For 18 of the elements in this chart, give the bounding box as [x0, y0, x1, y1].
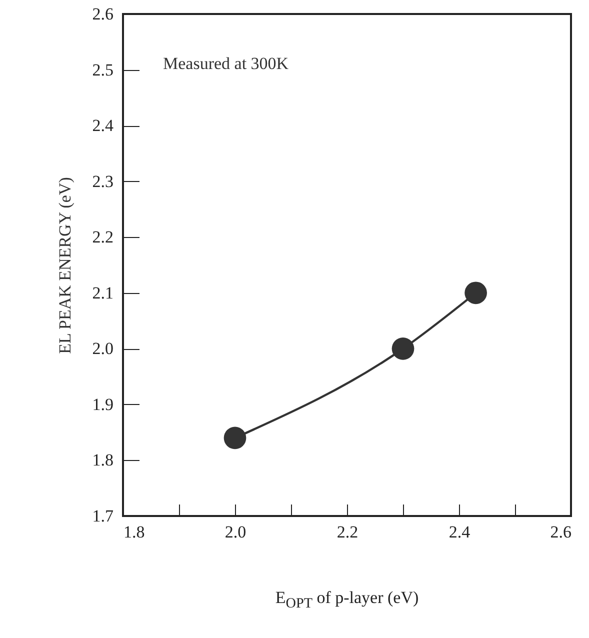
y-tick-label: 2.4	[92, 116, 114, 136]
x-tick-label: 2.4	[448, 522, 471, 542]
x-tick-label: 1.8	[124, 522, 145, 542]
y-tick-label: 2.2	[92, 228, 114, 247]
x-tick-label: 2.6	[550, 522, 572, 542]
annotation: Measured at 300K	[163, 54, 290, 73]
x-axis-title: E$_{OPT}$ of p-layer (eV)	[274, 588, 420, 612]
y-tick-label: 1.7	[92, 506, 114, 526]
x-tick-label: 2.2	[336, 522, 358, 542]
y-tick-label: 2.0	[92, 339, 114, 358]
y-tick-label: 2.5	[92, 60, 114, 80]
y-tick-label: 2.3	[92, 172, 114, 191]
x-tick-label: 2.0	[224, 522, 246, 542]
y-tick-label: 1.8	[92, 450, 114, 470]
y-tick-label: 2.1	[92, 283, 114, 302]
y-tick-label: 2.6	[92, 4, 114, 24]
y-tick-label: 1.9	[92, 394, 114, 414]
y-axis-title: EL PEAK ENERGY (eV)	[55, 177, 74, 354]
